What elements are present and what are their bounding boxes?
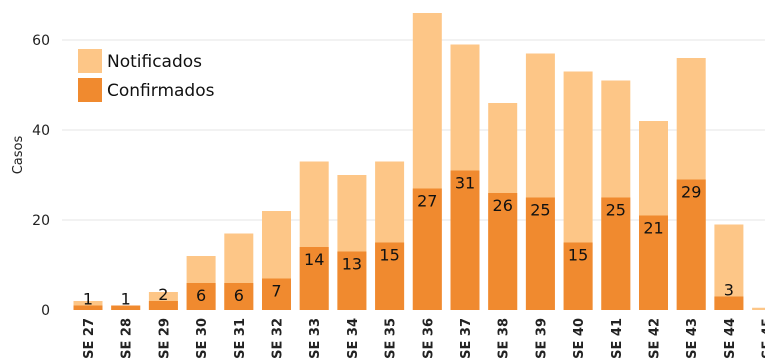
y-tick-label: 20: [32, 213, 50, 229]
bar-confirmados: [337, 251, 367, 310]
bar-confirmados: [262, 278, 291, 310]
bar-confirmados: [488, 193, 518, 310]
x-tick-label: SE 34: [346, 318, 361, 359]
x-tick-label: SE 38: [497, 318, 512, 359]
x-tick-label: SE 37: [459, 318, 474, 359]
bar-confirmados: [375, 242, 405, 310]
legend-swatch-confirmados: [78, 78, 102, 102]
x-axis: SE 27 SE 28 SE 29 SE 30 SE 31 SE 32 SE 33 SE 34…: [82, 318, 765, 359]
data-label: 14: [304, 250, 324, 269]
data-label: 3: [724, 281, 734, 300]
x-tick-label: SE 45: [761, 318, 765, 359]
legend-label-confirmados: Confirmados: [107, 81, 215, 101]
data-label: 26: [493, 196, 513, 215]
x-tick-label: SE 41: [610, 318, 625, 359]
y-axis: 0 20 40 60: [32, 33, 50, 319]
data-label: 2: [158, 285, 168, 304]
bar-confirmados: [450, 170, 480, 310]
legend-swatch-notificados: [78, 49, 102, 73]
y-tick-label: 60: [32, 33, 50, 49]
legend: Notificados Confirmados: [78, 49, 215, 102]
data-label: 29: [681, 183, 701, 202]
x-tick-label: SE 32: [271, 318, 286, 359]
x-tick-label: SE 33: [308, 318, 323, 359]
bar-confirmados: [412, 188, 442, 310]
bar-confirmados: [676, 179, 706, 310]
data-label: 15: [568, 246, 588, 265]
y-tick-label: 0: [41, 303, 50, 319]
data-label: 1: [121, 290, 131, 309]
x-tick-label: SE 29: [157, 318, 172, 359]
data-label: 21: [643, 219, 663, 238]
bar-confirmados: [224, 283, 254, 310]
x-tick-label: SE 44: [723, 318, 738, 359]
y-axis-title: Casos: [11, 136, 26, 175]
data-label: 6: [234, 286, 244, 305]
x-tick-label: SE 40: [572, 318, 587, 359]
bar-confirmados: [639, 215, 668, 310]
x-tick-label: SE 31: [233, 318, 248, 359]
legend-label-notificados: Notificados: [107, 52, 202, 72]
bar-notificados: [752, 307, 765, 310]
x-tick-label: SE 35: [384, 318, 399, 359]
x-tick-label: SE 42: [648, 318, 663, 359]
data-label: 13: [342, 255, 362, 274]
bar-confirmados: [525, 197, 555, 310]
data-label: 25: [606, 201, 626, 220]
x-tick-label: SE 28: [120, 318, 135, 359]
x-tick-label: SE 36: [421, 318, 436, 359]
bar-confirmados: [148, 301, 178, 310]
bar-confirmados: [714, 296, 744, 310]
x-tick-label: SE 30: [195, 318, 210, 359]
data-label: 25: [530, 201, 550, 220]
bar-confirmados: [186, 283, 216, 310]
y-tick-label: 40: [32, 123, 50, 139]
data-label: 15: [379, 246, 399, 265]
bar-confirmados: [299, 247, 329, 310]
bar-notificados: [714, 224, 744, 310]
bar-confirmados: [73, 305, 103, 310]
x-tick-label: SE 43: [685, 318, 700, 359]
x-tick-label: SE 39: [534, 318, 549, 359]
data-label: 7: [271, 282, 281, 301]
bar-confirmados: [111, 305, 141, 310]
data-label: 27: [417, 192, 437, 211]
bars: [73, 13, 765, 310]
data-label: 6: [196, 286, 206, 305]
bar-confirmados: [601, 197, 631, 310]
data-label: 31: [455, 174, 475, 193]
bar-confirmados: [563, 242, 593, 310]
data-label: 1: [83, 290, 93, 309]
x-tick-label: SE 27: [82, 318, 97, 359]
